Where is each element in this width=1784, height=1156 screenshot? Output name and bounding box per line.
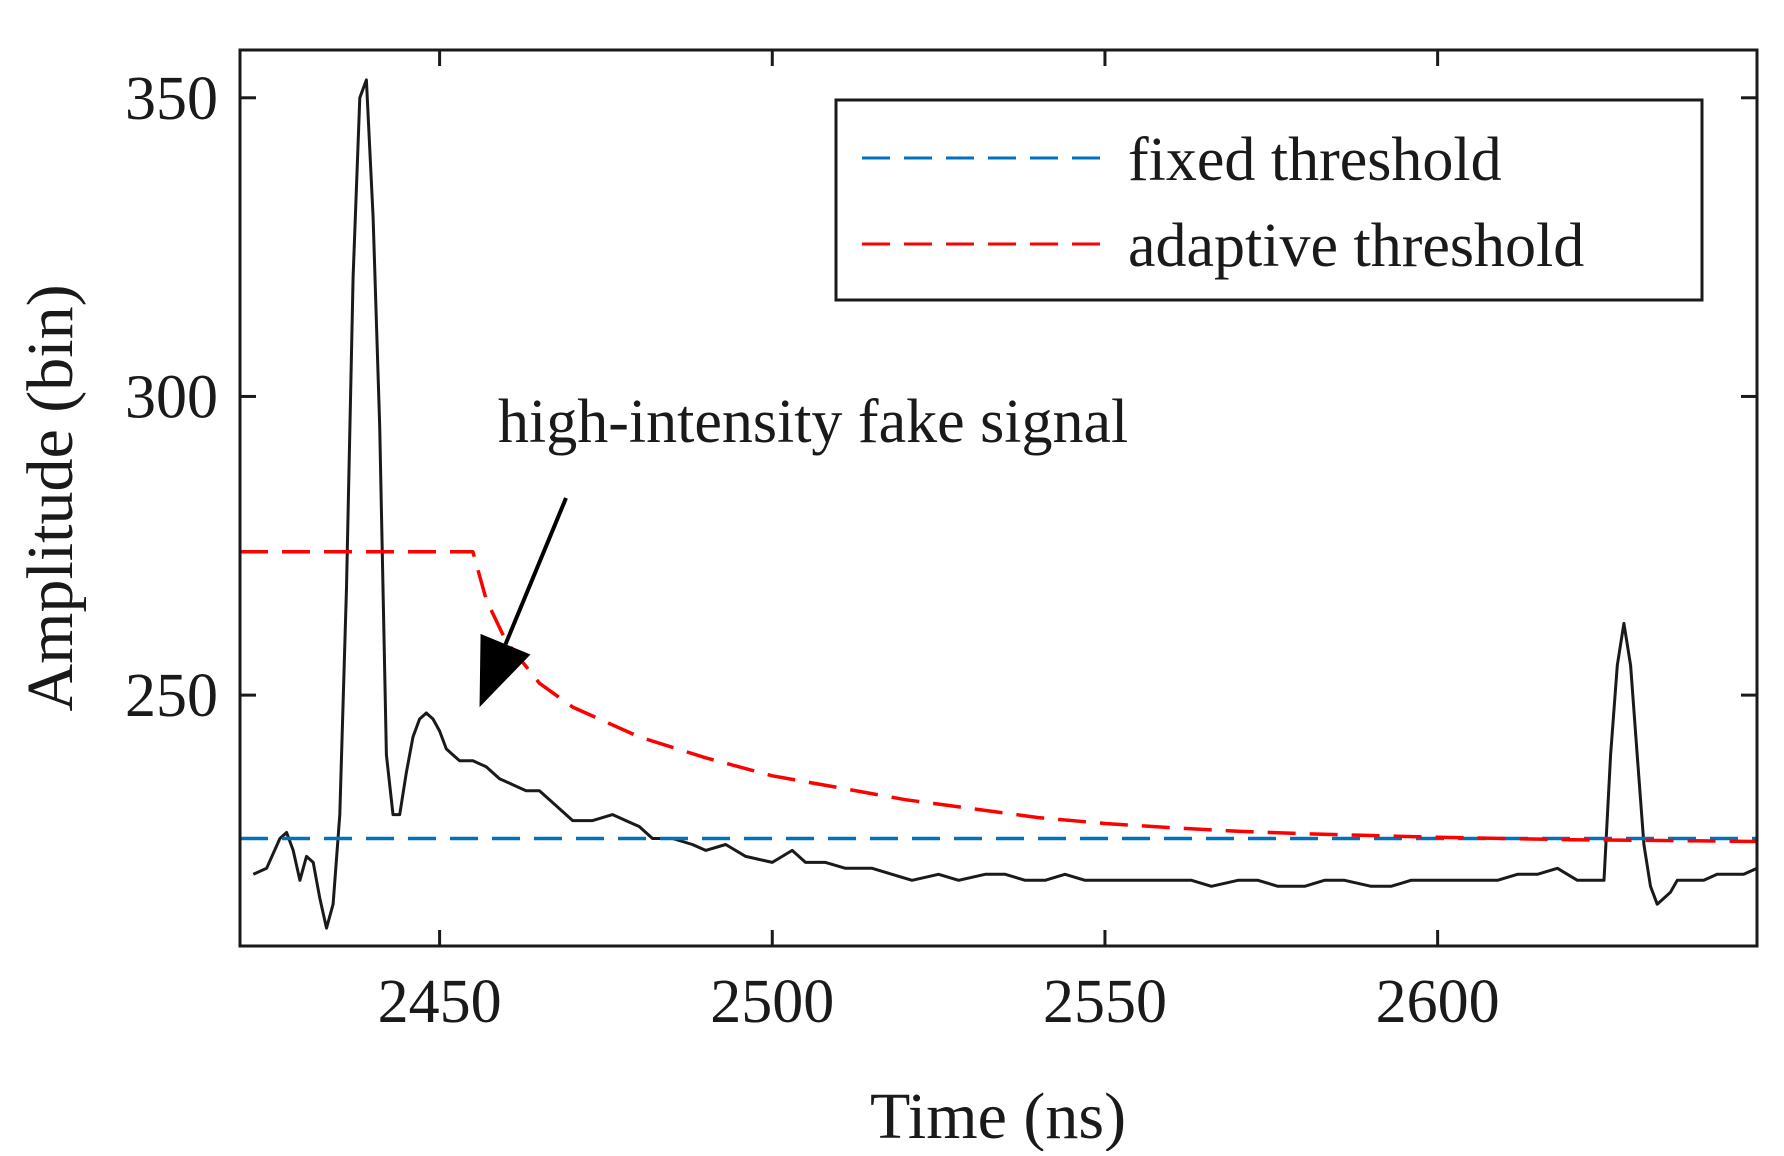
x-tick-label: 2450 — [378, 968, 502, 1036]
x-tick-label: 2550 — [1043, 968, 1167, 1036]
y-tick-label: 300 — [125, 363, 218, 431]
annotation-arrow — [479, 497, 568, 708]
legend-label-fixed-threshold: fixed threshold — [1128, 126, 1502, 194]
annotation-text: high-intensity fake signal — [498, 388, 1128, 456]
annotation-arrow-shaft — [503, 497, 568, 645]
x-tick-label: 2500 — [710, 968, 834, 1036]
legend: fixed threshold adaptive threshold — [834, 98, 1704, 302]
y-tick-label: 250 — [125, 662, 218, 730]
plot-frame — [238, 48, 1759, 948]
tick-layer: 2450 2500 2550 2600 250 300 350 — [125, 50, 1757, 1036]
legend-label-adaptive-threshold: adaptive threshold — [1128, 212, 1584, 280]
legend-box — [834, 98, 1704, 302]
y-tick-label: 350 — [125, 65, 218, 133]
x-axis-label: Time (ns) — [870, 1080, 1126, 1151]
y-axis-label: Amplitude (bin) — [14, 284, 87, 711]
series-layer — [240, 78, 1757, 930]
x-tick-label: 2600 — [1376, 968, 1500, 1036]
annotation-arrow-head — [479, 633, 531, 708]
